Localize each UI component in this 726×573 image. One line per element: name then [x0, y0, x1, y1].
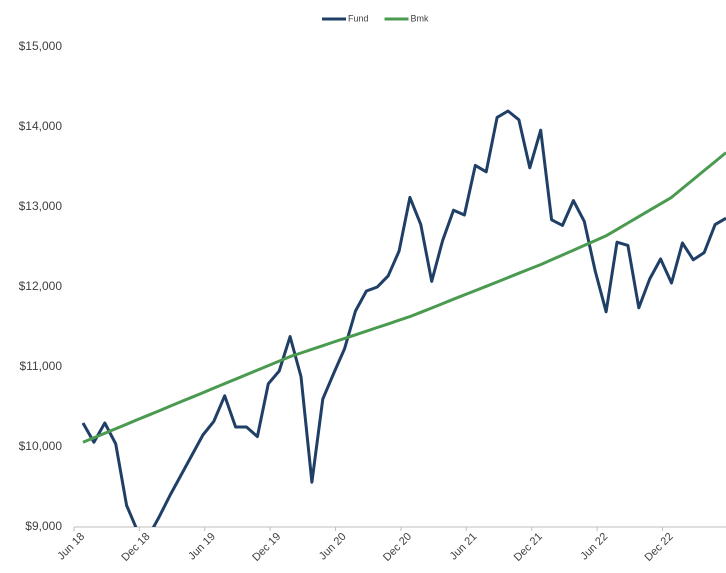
legend-label: Fund [348, 13, 369, 23]
line-series [82, 151, 726, 444]
x-tick-label: Dec 21 [512, 531, 545, 564]
y-tick-label: $13,000 [19, 199, 63, 213]
x-tick-label: Dec 22 [643, 531, 676, 564]
x-tick-label: Dec 20 [381, 531, 414, 564]
y-tick-label: $15,000 [19, 39, 63, 53]
y-tick-label: $12,000 [19, 279, 63, 293]
x-tick-label: Dec 19 [250, 531, 283, 564]
y-tick-label: $14,000 [19, 119, 63, 133]
x-tick-label: Jun 21 [448, 531, 480, 563]
y-tick-label: $11,000 [20, 359, 63, 373]
x-tick-label: Jun 19 [186, 531, 218, 563]
x-tick-label: Jun 20 [317, 531, 349, 563]
line-series [81, 109, 726, 527]
x-tick-label: Jun 18 [55, 531, 87, 563]
y-tick-label: $10,000 [19, 439, 63, 453]
x-tick-label: Dec 18 [119, 531, 152, 564]
x-tick-label: Jun 22 [578, 531, 610, 563]
plot-area [81, 109, 726, 527]
legend-label: Bmk [411, 13, 430, 23]
y-tick-label: $9,000 [25, 519, 62, 533]
